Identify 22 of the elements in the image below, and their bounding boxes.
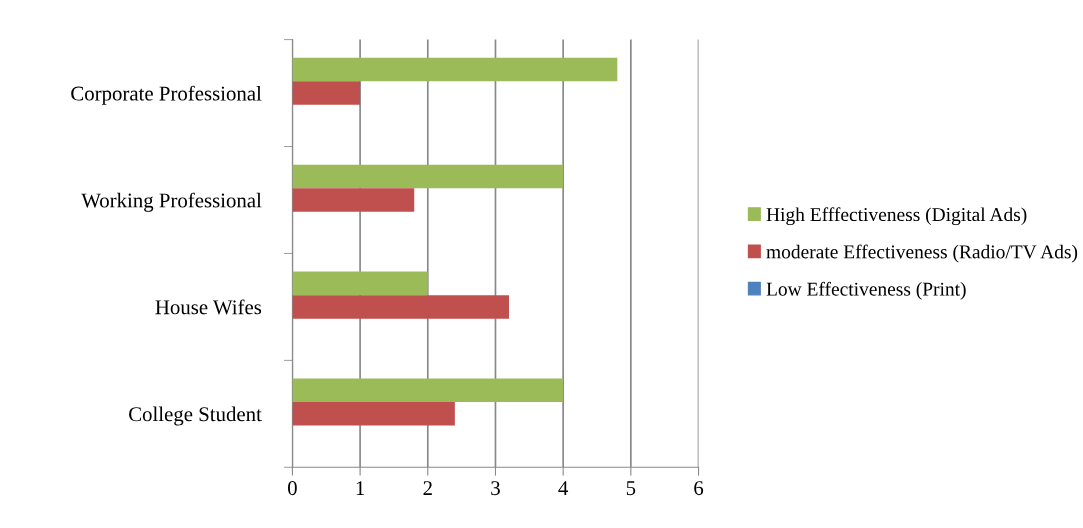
bar: [292, 164, 564, 189]
x-tick-label: 1: [356, 481, 365, 495]
y-tick-label: House Wifes: [155, 299, 262, 315]
x-tick-label: 3: [491, 481, 500, 496]
legend-label: High Efffectiveness (Digital Ads): [766, 207, 1027, 226]
bar: [292, 81, 361, 105]
bar: [292, 271, 428, 296]
bar: [292, 57, 618, 82]
y-tick-label: Corporate Professional: [71, 85, 262, 105]
y-tick-label: Working Professional: [81, 192, 262, 212]
legend-label: Low Effectiveness (Print): [766, 281, 966, 300]
bar: [292, 402, 455, 426]
bar: [292, 188, 415, 212]
bar: [292, 295, 510, 319]
x-tick-label: 6: [694, 481, 704, 496]
x-tick-label: 5: [626, 481, 636, 496]
legend-label: moderate Effectiveness (Radio/TV Ads): [766, 244, 1078, 263]
x-tick-label: 2: [423, 481, 432, 495]
x-tick-label: 0: [288, 481, 297, 496]
bar: [292, 378, 564, 403]
y-tick-label: College Student: [129, 406, 262, 426]
x-tick-label: 4: [558, 481, 569, 495]
